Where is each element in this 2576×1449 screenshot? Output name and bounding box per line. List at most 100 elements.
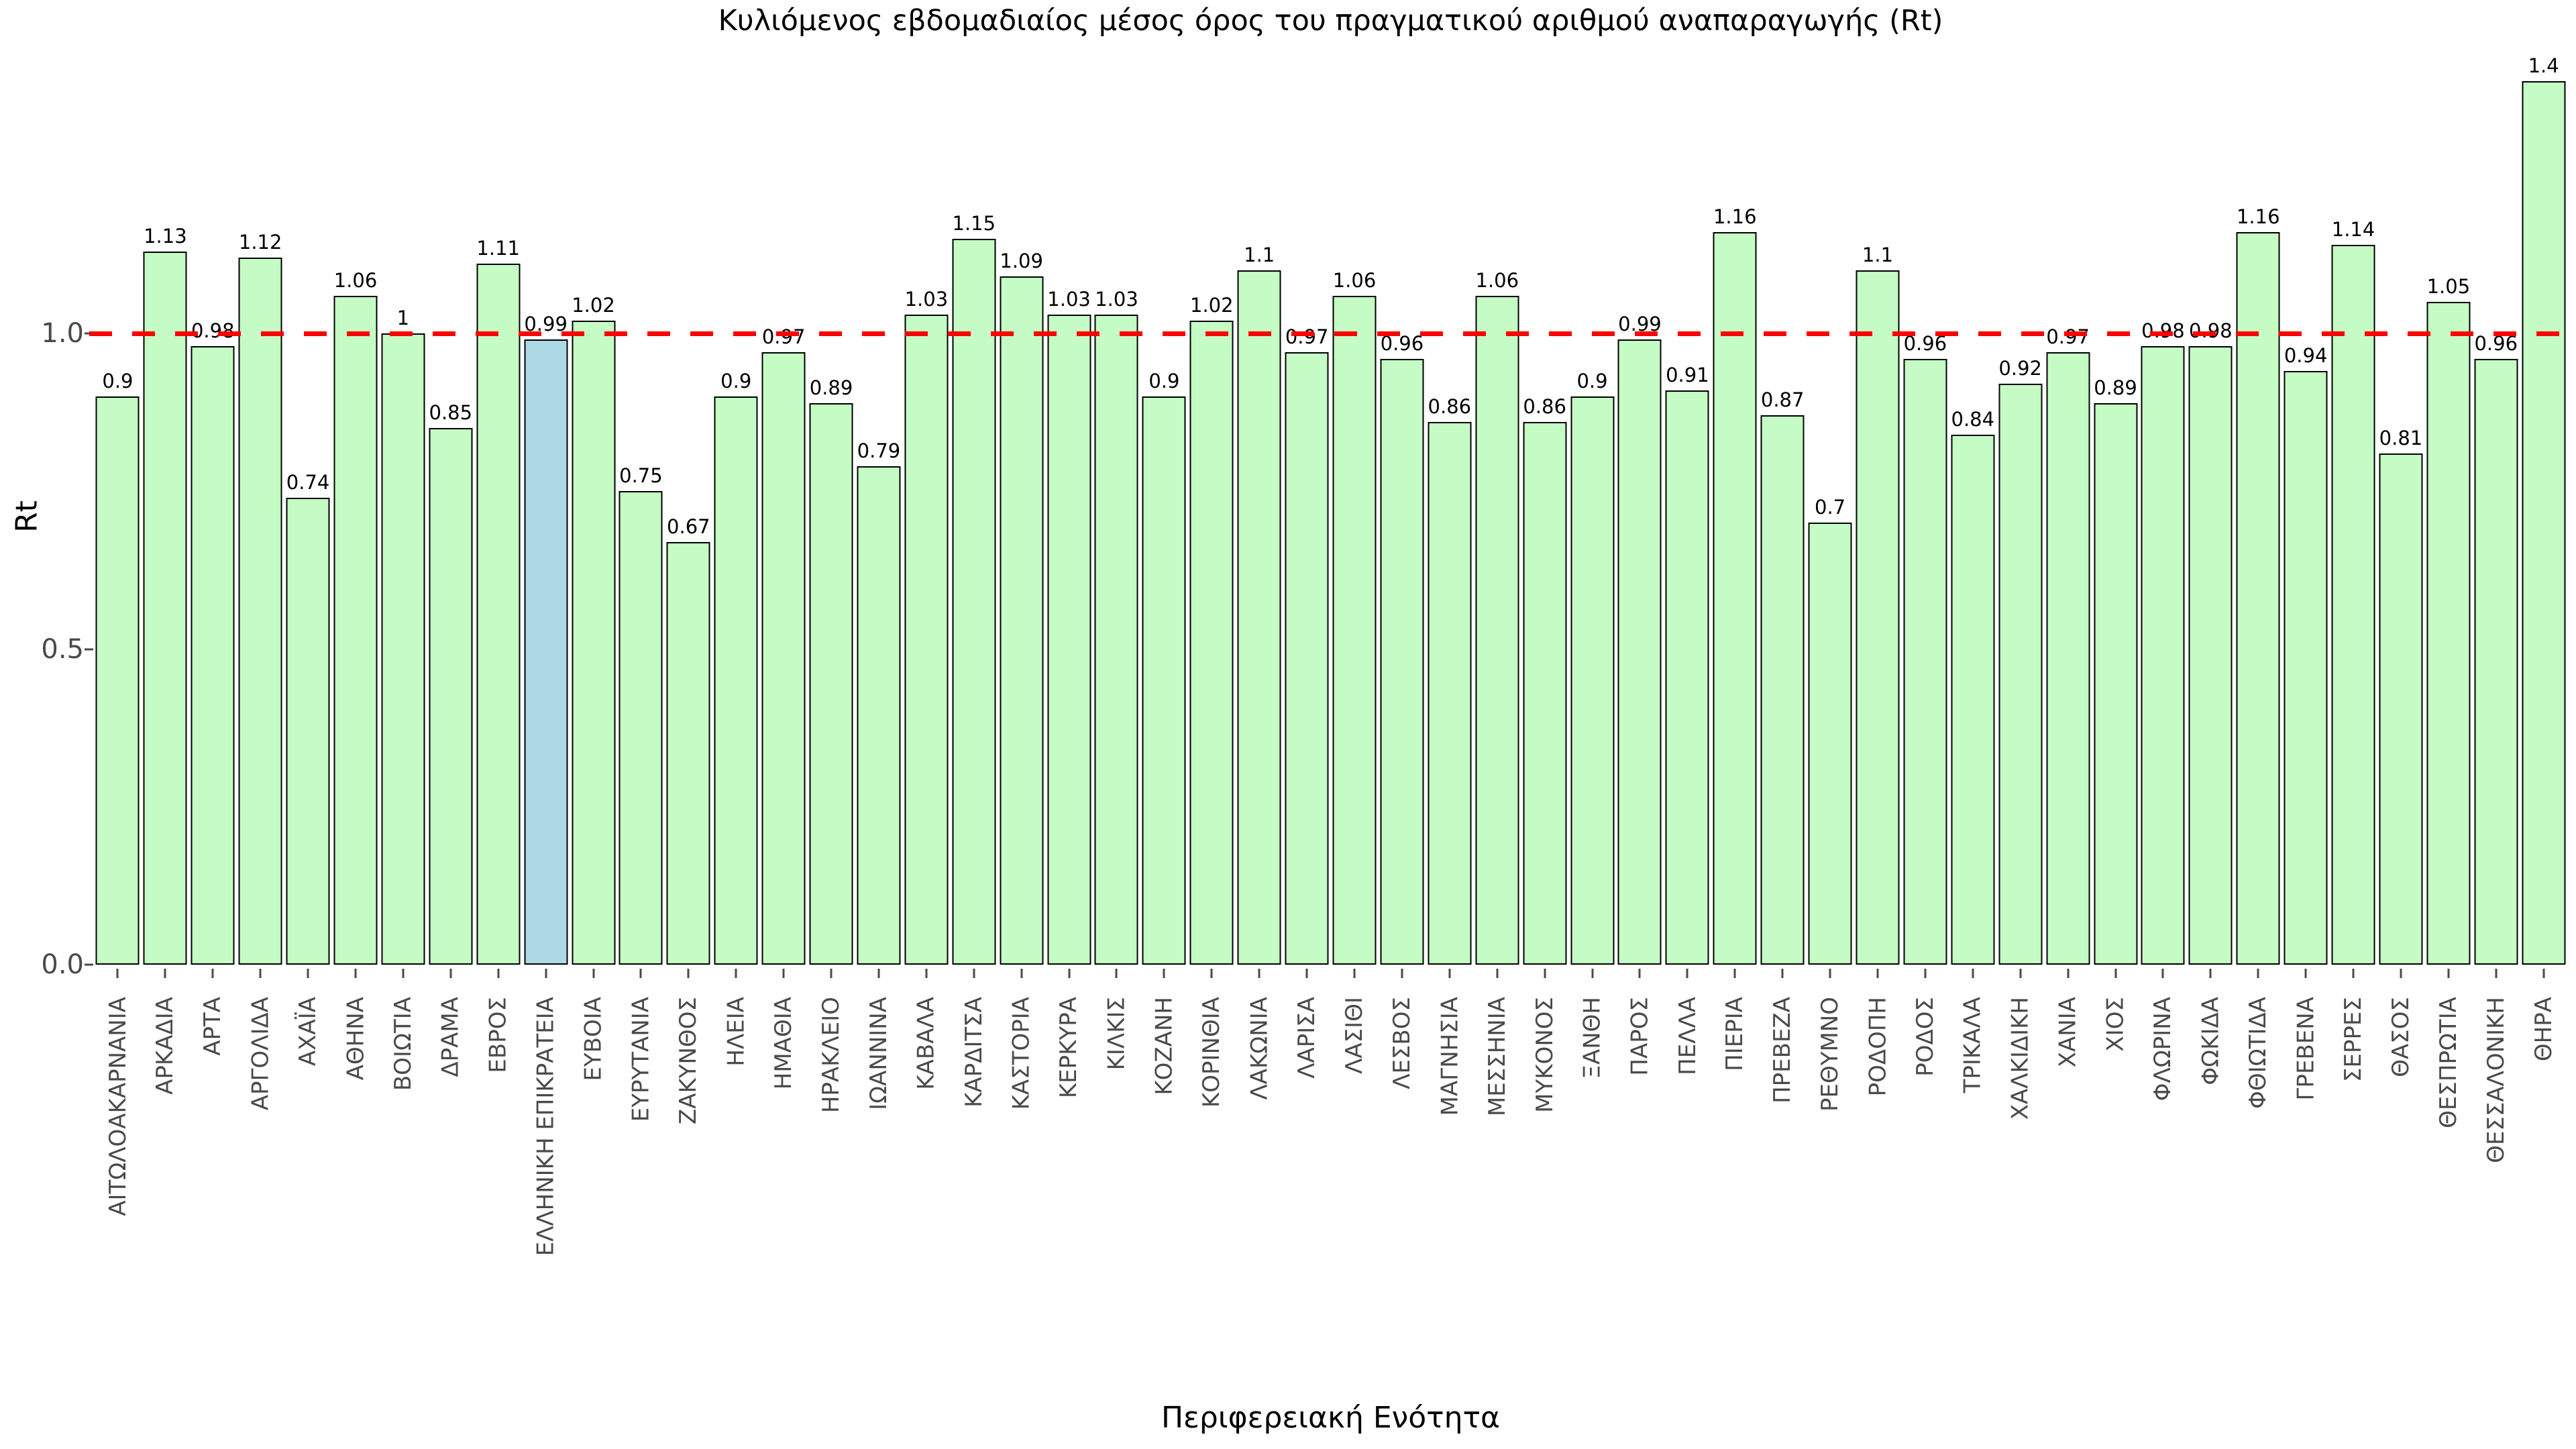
bar-slot: 1.11 ΕΒΡΟΣ — [474, 0, 522, 1073]
bar — [714, 396, 758, 965]
x-tick-mark — [735, 969, 737, 978]
bar — [1380, 359, 1424, 965]
bar-slot: 0.99 ΕΛΛΗΝΙΚΗ ΕΠΙΚΡΑΤΕΙΑ — [522, 0, 570, 1256]
bar-slot: 1.06 ΜΕΣΣΗΝΙΑ — [1473, 0, 1521, 1116]
bar-slot: 0.85 ΔΡΑΜΑ — [427, 0, 474, 1077]
bar — [1808, 523, 1852, 965]
bar-slot: 0.86 ΜΥΚΟΝΟΣ — [1521, 0, 1568, 1113]
x-tick-mark — [639, 969, 642, 978]
bar-slot: 0.98 ΦΛΩΡΙΝΑ — [2139, 0, 2187, 1101]
x-tick-label: ΓΡΕΒΕΝΑ — [2292, 997, 2320, 1101]
bar — [381, 333, 425, 965]
bar-value-label: 0.91 — [1666, 364, 1709, 386]
x-tick-label: ΜΕΣΣΗΝΙΑ — [1483, 997, 1511, 1117]
y-tick-label: 0.0 — [41, 949, 84, 980]
bar-value-label: 0.96 — [1380, 332, 1424, 355]
x-tick-mark — [307, 969, 309, 978]
bar-value-label: 0.86 — [1523, 395, 1566, 418]
bar-value-label: 1.06 — [1475, 269, 1519, 292]
x-tick-mark — [2400, 969, 2402, 978]
bar-value-label: 1.1 — [1244, 244, 1275, 266]
x-tick-label: ΗΡΑΚΛΕΙΟ — [818, 997, 845, 1114]
bar-slot: 1.02 ΚΟΡΙΝΘΙΑ — [1188, 0, 1236, 1108]
x-tick-label: ΚΑΣΤΟΡΙΑ — [1008, 997, 1035, 1110]
bar-slot: 0.89 ΧΙΟΣ — [2092, 0, 2139, 1052]
bar — [2141, 346, 2185, 965]
bar — [238, 258, 282, 965]
x-tick-mark — [2495, 969, 2498, 978]
bar — [1000, 276, 1044, 965]
bar-value-label: 1.13 — [144, 225, 187, 248]
bar — [1570, 396, 1615, 965]
bar-value-label: 0.84 — [1951, 408, 1995, 431]
bar — [333, 296, 378, 965]
bar-value-label: 0.85 — [429, 401, 473, 424]
bar-slot: 0.96 ΛΕΣΒΟΣ — [1378, 0, 1426, 1089]
x-tick-mark — [2257, 969, 2259, 978]
bar — [761, 352, 806, 965]
x-tick-mark — [1829, 969, 1831, 978]
x-tick-label: ΠΑΡΟΣ — [1626, 997, 1654, 1076]
bar-slot: 0.98 ΑΡΤΑ — [189, 0, 237, 1056]
x-tick-mark — [2542, 969, 2545, 978]
x-tick-label: ΒΟΙΩΤΙΑ — [389, 997, 417, 1091]
bar-slot: 0.96 ΡΟΔΟΣ — [1901, 0, 1949, 1077]
bar-slot: 0.9 ΗΛΕΙΑ — [712, 0, 760, 1067]
bar-value-label: 0.74 — [286, 471, 330, 494]
x-tick-label: ΠΡΕΒΕΖΑ — [1769, 997, 1796, 1104]
x-tick-mark — [211, 969, 214, 978]
x-tick-label: ΣΕΡΡΕΣ — [2340, 997, 2367, 1082]
x-tick-label: ΜΥΚΟΝΟΣ — [1531, 997, 1558, 1113]
x-tick-label: ΕΥΡΥΤΑΝΙΑ — [627, 997, 655, 1122]
bar-value-label: 0.96 — [2474, 332, 2518, 355]
bar-slot: 1.16 ΠΙΕΡΙΑ — [1711, 0, 1759, 1071]
bar — [1523, 422, 1567, 965]
x-tick-mark — [354, 969, 357, 978]
bar-slot: 1.15 ΚΑΡΔΙΤΣΑ — [950, 0, 998, 1108]
x-tick-mark — [2209, 969, 2212, 978]
x-tick-label: ΚΑΡΔΙΤΣΑ — [960, 997, 987, 1108]
bar-slot: 0.96 ΘΕΣΣΑΛΟΝΙΚΗ — [2472, 0, 2520, 1163]
bar-value-label: 0.94 — [2284, 344, 2328, 367]
x-tick-mark — [1353, 969, 1356, 978]
bar-value-label: 1.05 — [2426, 275, 2471, 298]
x-tick-mark — [259, 969, 262, 978]
bar-slot: 0.86 ΜΑΓΝΗΣΙΑ — [1426, 0, 1473, 1116]
x-tick-label: ΕΒΡΟΣ — [484, 997, 512, 1073]
x-tick-label: ΧΙΟΣ — [2102, 997, 2129, 1052]
bar — [286, 498, 330, 965]
x-tick-label: ΤΡΙΚΑΛΑ — [1959, 997, 1986, 1093]
bar-value-label: 0.9 — [1576, 370, 1608, 392]
bar-value-label: 0.79 — [857, 439, 901, 462]
bar-value-label: 0.97 — [2046, 325, 2090, 348]
x-tick-label: ΧΑΝΙΑ — [2054, 997, 2082, 1068]
bar-value-label: 1.16 — [2236, 205, 2280, 228]
bar — [2379, 453, 2423, 965]
bar-value-label: 1.14 — [2331, 218, 2375, 241]
bar-slot: 1.12 ΑΡΓΟΛΙΔΑ — [237, 0, 284, 1110]
x-tick-label: ΑΘΗΝΑ — [341, 997, 369, 1081]
bar-slot: 0.79 ΙΩΑΝΝΙΝΑ — [855, 0, 903, 1110]
x-tick-label: ΡΕΘΥΜΝΟ — [1817, 997, 1844, 1112]
bar — [2331, 245, 2375, 965]
x-tick-mark — [1068, 969, 1071, 978]
bar-value-label: 0.98 — [2141, 319, 2185, 342]
bar-slot: 1.1 ΛΑΚΩΝΙΑ — [1236, 0, 1283, 1100]
x-tick-mark — [1591, 969, 1594, 978]
bar — [2474, 359, 2518, 965]
bar-value-label: 0.98 — [191, 319, 235, 342]
bar-highlighted — [524, 339, 568, 965]
x-tick-mark — [2447, 969, 2450, 978]
x-tick-label: ΜΑΓΝΗΣΙΑ — [1436, 997, 1463, 1116]
x-tick-label: ΠΕΛΛΑ — [1674, 997, 1701, 1075]
bar — [1189, 321, 1234, 965]
bar-slot: 0.75 ΕΥΡΥΤΑΝΙΑ — [617, 0, 665, 1122]
x-tick-label: ΡΟΔΟΣ — [1911, 997, 1939, 1077]
bar — [2426, 302, 2471, 965]
bar-slot: 1.14 ΣΕΡΡΕΣ — [2330, 0, 2377, 1082]
y-tick-mark — [85, 648, 93, 650]
x-tick-mark — [2067, 969, 2070, 978]
bar-value-label: 0.99 — [524, 313, 568, 335]
bar — [666, 542, 710, 965]
